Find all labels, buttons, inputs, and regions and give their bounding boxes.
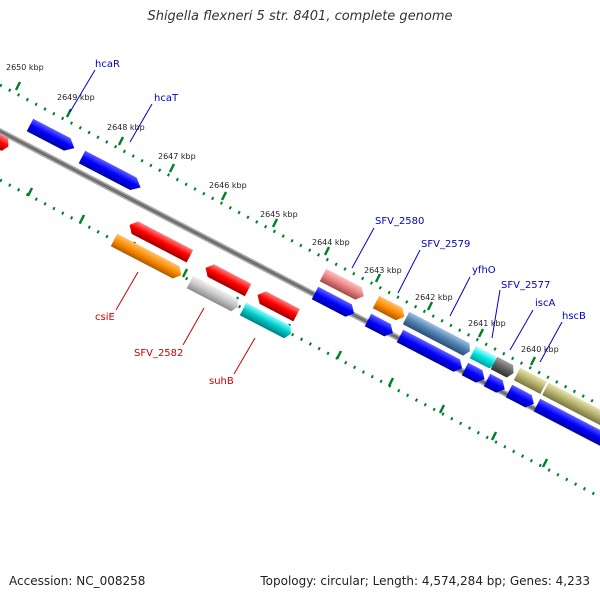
kbp-label-2648: 2648 kbp xyxy=(107,123,145,132)
kbp-label-2640: 2640 kbp xyxy=(521,345,559,354)
gene-blue-f[interactable] xyxy=(505,384,537,410)
gene-blue-d[interactable] xyxy=(461,362,488,386)
leader-hcaR xyxy=(69,69,96,113)
gene-red-3[interactable] xyxy=(254,289,300,322)
kbp-label-2643: 2643 kbp xyxy=(364,266,402,275)
label-SFV_2582[interactable]: SFV_2582 xyxy=(134,348,183,359)
leader-hscB xyxy=(539,321,563,363)
leader-SFV_2582 xyxy=(182,307,205,346)
gene-hscB[interactable] xyxy=(513,367,600,427)
gene-blue-b[interactable] xyxy=(364,313,396,339)
label-SFV_2580[interactable]: SFV_2580 xyxy=(375,216,424,227)
lower-tick-track xyxy=(0,178,600,499)
label-hcaT[interactable]: hcaT xyxy=(154,93,179,104)
leader-yfhO xyxy=(449,276,471,317)
gene-SFV_2580[interactable] xyxy=(319,268,367,303)
page-title: Shigella flexneri 5 str. 8401, complete … xyxy=(147,9,453,24)
upper-tick-track xyxy=(0,83,600,407)
accession-text: Accession: NC_008258 xyxy=(9,574,146,588)
kbp-label-2647: 2647 kbp xyxy=(158,152,196,161)
leader-csiE xyxy=(115,271,139,311)
leader-iscA xyxy=(509,309,534,351)
leader-SFV_2579 xyxy=(397,249,421,294)
leader-suhB xyxy=(233,337,256,375)
gene-suhB[interactable] xyxy=(239,302,294,340)
topology-text: Topology: circular; Length: 4,574,284 bp… xyxy=(260,574,590,588)
label-iscA[interactable]: iscA xyxy=(535,298,555,309)
gene-iscA[interactable] xyxy=(490,356,517,380)
kbp-label-2642: 2642 kbp xyxy=(415,293,453,302)
gene-red-2[interactable] xyxy=(202,262,252,297)
label-csiE[interactable]: csiE xyxy=(95,312,115,323)
gene-red-edge[interactable] xyxy=(0,133,12,153)
gene-hcaR[interactable] xyxy=(26,118,78,155)
label-hcaR[interactable]: hcaR xyxy=(95,59,120,70)
gene-blue-e[interactable] xyxy=(483,373,508,396)
gene-yfhO[interactable] xyxy=(402,311,473,358)
kbp-label-2641: 2641 kbp xyxy=(468,319,506,328)
gene-blue-a[interactable] xyxy=(311,286,357,320)
kbp-label-2650: 2650 kbp xyxy=(6,63,44,72)
gene-SFV_2579[interactable] xyxy=(372,295,408,323)
gene-hcaT[interactable] xyxy=(78,150,144,194)
gene-SFV_2577[interactable] xyxy=(469,345,500,370)
leader-SFV_2580 xyxy=(351,227,375,269)
gene-SFV_2582[interactable] xyxy=(186,275,241,313)
kbp-label-2649: 2649 kbp xyxy=(57,93,95,102)
kbp-label-2645: 2645 kbp xyxy=(260,210,298,219)
gene-csiE[interactable] xyxy=(110,233,185,282)
leader-SFV_2577 xyxy=(491,289,501,339)
label-SFV_2577[interactable]: SFV_2577 xyxy=(501,280,550,291)
gene-blue-c[interactable] xyxy=(396,329,466,375)
gene-red-1[interactable] xyxy=(126,219,194,263)
label-SFV_2579[interactable]: SFV_2579 xyxy=(421,239,470,250)
genome-backbone xyxy=(0,129,600,445)
label-suhB[interactable]: suhB xyxy=(209,376,234,387)
gene-blue-g[interactable] xyxy=(533,398,600,449)
major-ticks-upper xyxy=(14,81,537,366)
kbp-label-2644: 2644 kbp xyxy=(312,238,350,247)
leader-hcaT xyxy=(129,103,153,143)
label-hscB[interactable]: hscB xyxy=(562,311,586,322)
label-yfhO[interactable]: yfhO xyxy=(472,265,496,276)
kbp-label-2646: 2646 kbp xyxy=(209,181,247,190)
